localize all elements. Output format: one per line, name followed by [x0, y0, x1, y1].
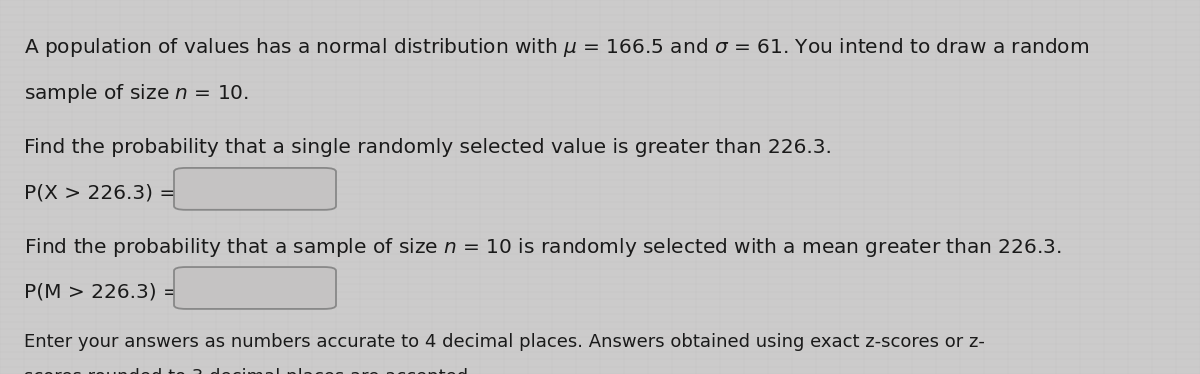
Text: P(M > 226.3) =: P(M > 226.3) =	[24, 282, 180, 301]
Text: sample of size $n$ = 10.: sample of size $n$ = 10.	[24, 82, 250, 105]
Text: scores rounded to 3 decimal places are accepted.: scores rounded to 3 decimal places are a…	[24, 368, 474, 374]
Text: Enter your answers as numbers accurate to 4 decimal places. Answers obtained usi: Enter your answers as numbers accurate t…	[24, 333, 985, 351]
Text: Find the probability that a single randomly selected value is greater than 226.3: Find the probability that a single rando…	[24, 138, 832, 157]
FancyBboxPatch shape	[174, 267, 336, 309]
FancyBboxPatch shape	[174, 168, 336, 210]
Text: P(X > 226.3) =: P(X > 226.3) =	[24, 183, 176, 202]
Text: Find the probability that a sample of size $n$ = 10 is randomly selected with a : Find the probability that a sample of si…	[24, 236, 1062, 258]
Text: A population of values has a normal distribution with $\mu$ = 166.5 and $\sigma$: A population of values has a normal dist…	[24, 36, 1090, 58]
